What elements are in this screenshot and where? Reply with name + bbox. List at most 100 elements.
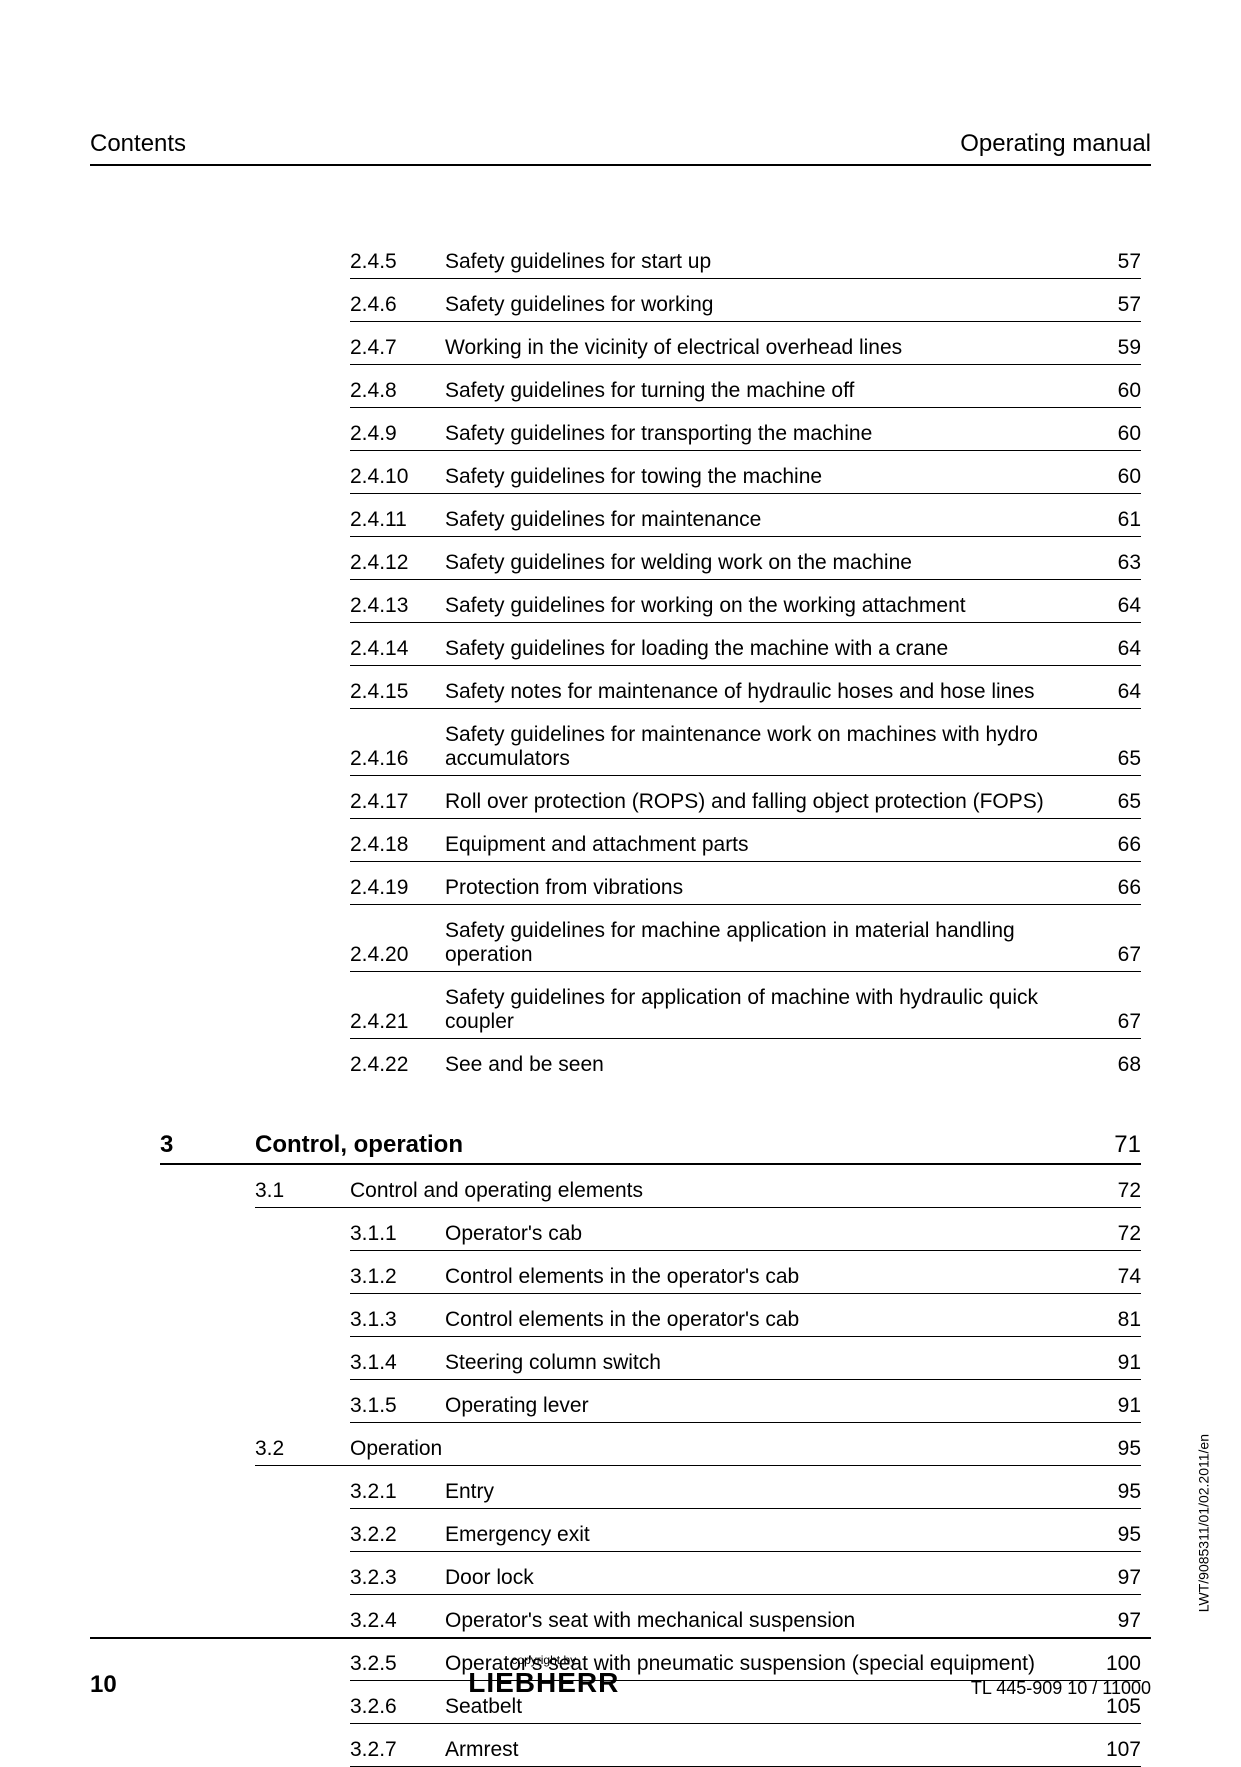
- toc-subsection-title: Entry: [445, 1480, 1071, 1504]
- toc-subsection-row: 2.4.20Safety guidelines for machine appl…: [350, 905, 1141, 972]
- toc-subsection-number: 2.4.5: [350, 250, 445, 274]
- toc-chapter-number: 3: [160, 1131, 255, 1159]
- toc-section-page: 95: [1071, 1437, 1141, 1461]
- toc-subsection-number: 2.4.7: [350, 336, 445, 360]
- toc-subsection-row: 2.4.18Equipment and attachment parts66: [350, 819, 1141, 862]
- toc-subsection-title: Operating lever: [445, 1394, 1071, 1418]
- toc-subsection-row: 2.4.17Roll over protection (ROPS) and fa…: [350, 776, 1141, 819]
- page: Contents Operating manual 2.4.5Safety gu…: [0, 0, 1241, 1754]
- toc-subsection-number: 2.4.15: [350, 680, 445, 704]
- header-left: Contents: [90, 130, 186, 158]
- toc-subsection-title: Protection from vibrations: [445, 876, 1071, 900]
- page-header: Contents Operating manual: [90, 130, 1151, 166]
- toc-subsection-number: 3.2.7: [350, 1738, 445, 1762]
- toc-subsection-row: 2.4.7Working in the vicinity of electric…: [350, 322, 1141, 365]
- toc-subsection-page: 60: [1071, 422, 1141, 446]
- toc-subsection-number: 3.1.5: [350, 1394, 445, 1418]
- toc-subsection-number: 2.4.16: [350, 747, 445, 771]
- toc-subsection-page: 107: [1071, 1738, 1141, 1762]
- toc-subsection-number: 3.1.4: [350, 1351, 445, 1375]
- toc-chapter-row: 3 Control, operation 71: [160, 1131, 1141, 1165]
- toc-subsection-page: 64: [1071, 637, 1141, 661]
- toc-subsection-row: 2.4.9Safety guidelines for transporting …: [350, 408, 1141, 451]
- toc-subsection-title: Safety guidelines for welding work on th…: [445, 551, 1071, 575]
- header-right: Operating manual: [960, 130, 1151, 158]
- toc-subsection-page: 91: [1071, 1351, 1141, 1375]
- toc-subsection-page: 95: [1071, 1523, 1141, 1547]
- toc-subsection-row: 3.1.5Operating lever91: [350, 1380, 1141, 1423]
- side-reference: LWT/9085311/01/02.2011/en: [1195, 1434, 1211, 1612]
- toc-subsection-row: 2.4.6Safety guidelines for working57: [350, 279, 1141, 322]
- toc-subsection-number: 3.1.3: [350, 1308, 445, 1332]
- toc-subsection-title: Safety guidelines for start up: [445, 250, 1071, 274]
- table-of-contents: 2.4.5Safety guidelines for start up572.4…: [160, 236, 1141, 1767]
- toc-subsection-page: 64: [1071, 680, 1141, 704]
- toc-subsection-row: 3.2.4Operator's seat with mechanical sus…: [350, 1595, 1141, 1638]
- toc-subsection-page: 97: [1071, 1609, 1141, 1633]
- toc-chapter-page: 71: [1071, 1131, 1141, 1159]
- toc-subsection-row: 3.2.2Emergency exit95: [350, 1509, 1141, 1552]
- toc-subsection-page: 91: [1071, 1394, 1141, 1418]
- toc-subsection-title: Working in the vicinity of electrical ov…: [445, 336, 1071, 360]
- toc-subsection-row: 2.4.14Safety guidelines for loading the …: [350, 623, 1141, 666]
- toc-section-number: 3.2: [255, 1437, 350, 1461]
- toc-subsection-page: 57: [1071, 293, 1141, 317]
- toc-subsection-title: Safety guidelines for turning the machin…: [445, 379, 1071, 403]
- toc-subsection-title: Roll over protection (ROPS) and falling …: [445, 790, 1071, 814]
- toc-subsection-row: 2.4.11Safety guidelines for maintenance6…: [350, 494, 1141, 537]
- toc-subsection-row: 2.4.10Safety guidelines for towing the m…: [350, 451, 1141, 494]
- toc-subsection-row: 2.4.16Safety guidelines for maintenance …: [350, 709, 1141, 776]
- toc-subsection-title: Operator's seat with mechanical suspensi…: [445, 1609, 1071, 1633]
- toc-subsection-row: 3.2.1Entry95: [350, 1466, 1141, 1509]
- toc-subsection-number: 3.2.2: [350, 1523, 445, 1547]
- toc-subsection-page: 97: [1071, 1566, 1141, 1590]
- toc-subsection-title: Control elements in the operator's cab: [445, 1265, 1071, 1289]
- toc-subsection-page: 66: [1071, 833, 1141, 857]
- toc-subsection-title: Operator's cab: [445, 1222, 1071, 1246]
- page-footer: 10 copyright by LIEBHERR TL 445-909 10 /…: [90, 1653, 1151, 1699]
- toc-subsection-number: 3.2.4: [350, 1609, 445, 1633]
- toc-subsection-title: Safety guidelines for working on the wor…: [445, 594, 1071, 618]
- toc-subsection-row: 3.2.3Door lock97: [350, 1552, 1141, 1595]
- toc-subsection-page: 60: [1071, 465, 1141, 489]
- toc-section-row: 3.2 Operation 95: [255, 1423, 1141, 1466]
- brand-block: copyright by LIEBHERR: [468, 1653, 619, 1699]
- toc-subsection-number: 2.4.20: [350, 943, 445, 967]
- toc-subsection-number: 2.4.18: [350, 833, 445, 857]
- toc-subsection-number: 2.4.21: [350, 1010, 445, 1034]
- toc-chapter-title: Control, operation: [255, 1131, 1071, 1159]
- toc-subsection-title: Emergency exit: [445, 1523, 1071, 1547]
- toc-subsection-row: 3.1.3Control elements in the operator's …: [350, 1294, 1141, 1337]
- toc-subsection-number: 3.2.3: [350, 1566, 445, 1590]
- footer-rule: [90, 1637, 1151, 1639]
- toc-subsection-title: Safety guidelines for machine applicatio…: [445, 919, 1071, 967]
- toc-subsection-title: Control elements in the operator's cab: [445, 1308, 1071, 1332]
- toc-subsection-title: Armrest: [445, 1738, 1071, 1762]
- toc-section-page: 72: [1071, 1179, 1141, 1203]
- toc-subsection-number: 2.4.13: [350, 594, 445, 618]
- toc-subsection-title: Safety guidelines for towing the machine: [445, 465, 1071, 489]
- toc-subsection-row: 3.1.4Steering column switch91: [350, 1337, 1141, 1380]
- toc-subsection-number: 2.4.12: [350, 551, 445, 575]
- toc-subsection-page: 74: [1071, 1265, 1141, 1289]
- toc-subsection-row: 3.1.1Operator's cab72: [350, 1208, 1141, 1251]
- toc-subsection-page: 61: [1071, 508, 1141, 532]
- toc-subsection-row: 3.1.2Control elements in the operator's …: [350, 1251, 1141, 1294]
- toc-subsection-page: 64: [1071, 594, 1141, 618]
- toc-subsection-number: 2.4.19: [350, 876, 445, 900]
- toc-subsection-page: 59: [1071, 336, 1141, 360]
- toc-subsection-page: 81: [1071, 1308, 1141, 1332]
- toc-section-number: 3.1: [255, 1179, 350, 1203]
- toc-subsection-number: 2.4.9: [350, 422, 445, 446]
- toc-subsection-title: See and be seen: [445, 1053, 1071, 1077]
- toc-subsection-number: 3.1.1: [350, 1222, 445, 1246]
- page-number: 10: [90, 1671, 117, 1699]
- document-id: TL 445-909 10 / 11000: [971, 1678, 1151, 1699]
- toc-subsection-number: 2.4.14: [350, 637, 445, 661]
- toc-subsection-row: 2.4.8Safety guidelines for turning the m…: [350, 365, 1141, 408]
- toc-subsection-title: Steering column switch: [445, 1351, 1071, 1375]
- toc-subsection-title: Equipment and attachment parts: [445, 833, 1071, 857]
- toc-subsection-number: 3.2.1: [350, 1480, 445, 1504]
- toc-subsection-title: Safety notes for maintenance of hydrauli…: [445, 680, 1071, 704]
- toc-subsection-number: 2.4.11: [350, 508, 445, 532]
